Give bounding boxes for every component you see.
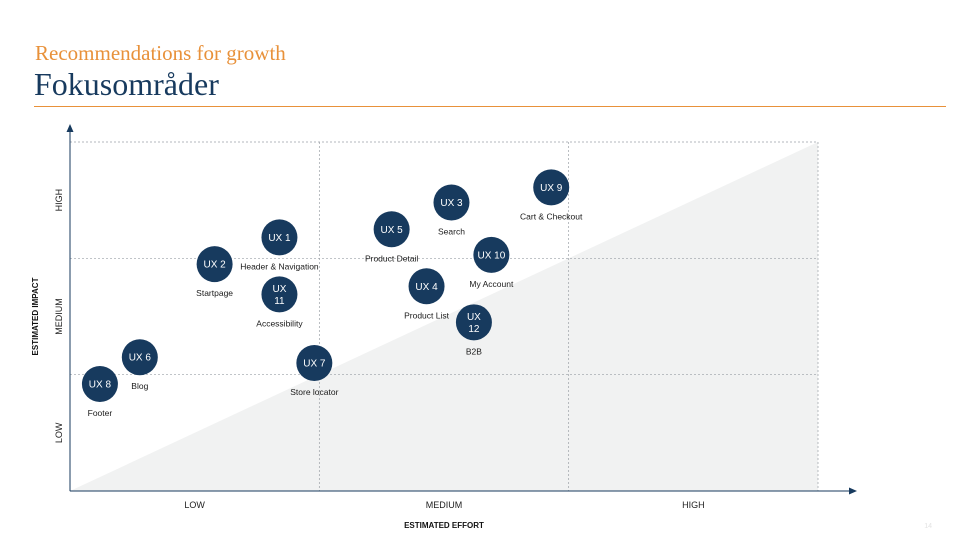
point-caption: B2B [466, 346, 482, 356]
point-marker [455, 304, 492, 341]
ux-points: UX 1 Header & Navigation UX 2 Startpage UX 3… [81, 169, 583, 418]
point-caption: Product List [404, 310, 450, 320]
y-axis-arrow [66, 124, 74, 132]
point-label: UX 9 [540, 183, 563, 194]
point-ux8: UX 8 Footer [81, 365, 118, 418]
point-caption: Store locator [290, 387, 338, 397]
point-label: 12 [468, 324, 480, 335]
point-marker [533, 169, 570, 206]
axis-tick-labels: LOW MEDIUM HIGH LOW MEDIUM HIGH [54, 189, 705, 510]
point-ux7: UX 7 Store locator [290, 345, 339, 397]
point-label: UX [272, 284, 286, 295]
point-label: UX 3 [440, 198, 463, 209]
point-marker [296, 345, 333, 382]
point-ux10: UX 10 My Account [469, 236, 514, 289]
y-tick-label: LOW [54, 422, 64, 443]
y-axis-title: ESTIMATED IMPACT [31, 277, 40, 355]
point-caption: Footer [88, 408, 113, 418]
x-tick-label: HIGH [682, 500, 705, 510]
point-ux9: UX 9 Cart & Checkout [520, 169, 583, 221]
x-axis-title: ESTIMATED EFFORT [404, 521, 484, 530]
point-caption: My Account [469, 279, 514, 289]
point-marker [473, 236, 510, 273]
y-tick-label: HIGH [54, 189, 64, 212]
x-axis-arrow [849, 487, 857, 495]
point-label: UX 6 [129, 353, 152, 364]
point-caption: Product Detail [365, 253, 418, 263]
point-ux2: UX 2 Startpage [196, 246, 233, 298]
point-label: UX 4 [415, 282, 438, 293]
point-marker [261, 219, 298, 256]
x-tick-label: MEDIUM [426, 500, 463, 510]
point-caption: Startpage [196, 288, 233, 298]
point-marker [81, 365, 118, 402]
point-marker [373, 211, 410, 248]
grid-border [69, 141, 819, 492]
y-tick-label: MEDIUM [54, 298, 64, 335]
point-label: 11 [274, 296, 285, 307]
point-caption: Header & Navigation [240, 261, 319, 271]
point-marker [433, 184, 470, 221]
point-caption: Blog [131, 381, 148, 391]
point-label: UX 2 [203, 260, 226, 271]
point-label: UX [467, 312, 481, 323]
point-label: UX 10 [477, 250, 505, 261]
point-ux6: UX 6 Blog [121, 339, 158, 391]
point-marker [261, 276, 298, 313]
point-ux4: UX 4 Product List [404, 268, 450, 320]
priority-triangle [70, 142, 818, 491]
point-marker [408, 268, 445, 305]
title-divider [34, 106, 946, 107]
chart-axes [66, 124, 857, 495]
slide-subtitle: Recommendations for growth [35, 41, 286, 65]
point-ux3: UX 3 Search [433, 184, 470, 236]
point-label: UX 7 [303, 359, 326, 370]
point-label: UX 8 [89, 379, 112, 390]
point-marker [196, 246, 233, 283]
point-label: UX 5 [381, 225, 404, 236]
quadrant-grid [69, 141, 819, 492]
page-number: 14 [924, 523, 932, 530]
slide-title: Fokusområder [34, 66, 219, 102]
point-marker [121, 339, 158, 376]
point-ux1: UX 1 Header & Navigation [240, 219, 319, 271]
x-tick-label: LOW [184, 500, 205, 510]
point-label: UX 1 [268, 233, 291, 244]
point-caption: Accessibility [256, 318, 303, 328]
point-caption: Cart & Checkout [520, 211, 583, 221]
point-ux5: UX 5 Product Detail [365, 211, 418, 263]
point-caption: Search [438, 226, 465, 236]
